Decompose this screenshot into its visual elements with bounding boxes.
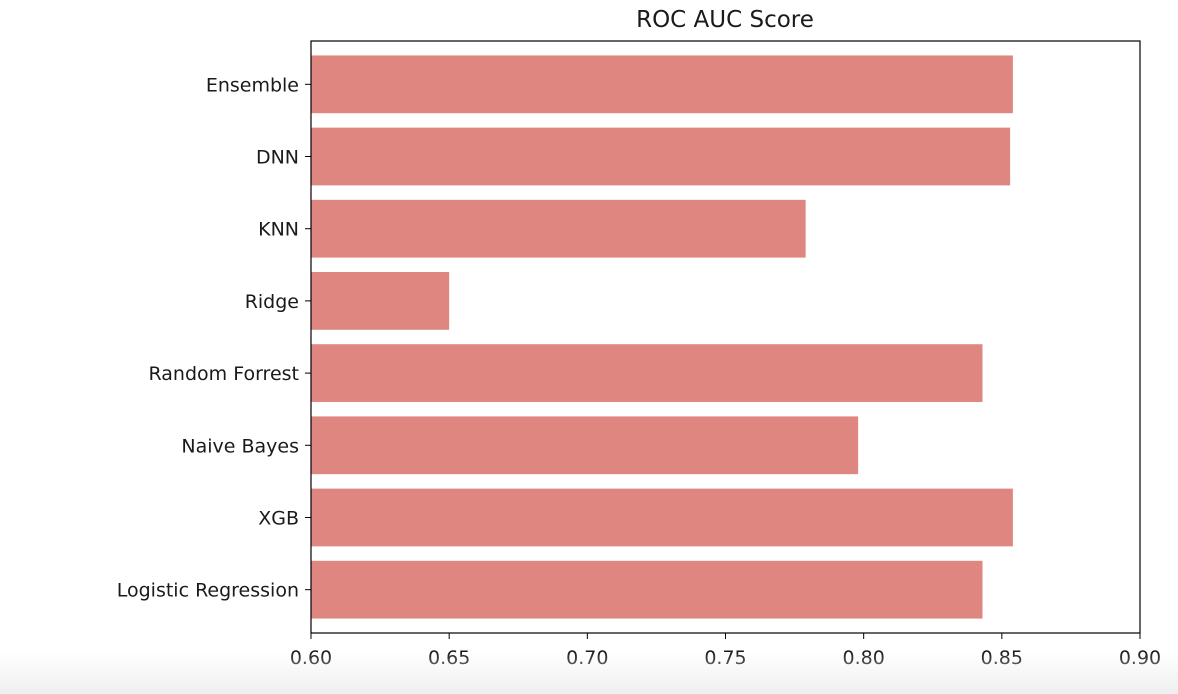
y-tick-label: DNN: [256, 147, 299, 169]
bar-logistic-regression: [311, 560, 983, 619]
y-tick-label: Ridge: [245, 291, 299, 313]
bar-xgb: [311, 488, 1013, 547]
chart-title: ROC AUC Score: [636, 7, 814, 33]
x-tick-label: 0.85: [981, 647, 1023, 669]
bar-dnn: [311, 127, 1011, 186]
plot-frame: [310, 40, 1141, 634]
bars-layer: [311, 55, 1013, 619]
y-tick-label: Naive Bayes: [181, 435, 299, 457]
bar-ridge: [311, 272, 450, 330]
bar-random-forrest: [311, 344, 983, 402]
x-tick-label: 0.65: [428, 647, 470, 669]
x-tick-label: 0.80: [843, 647, 885, 669]
x-tick-label: 0.90: [1119, 647, 1161, 669]
x-tick-label: 0.75: [704, 647, 746, 669]
x-axis: 0.60 0.65 0.70 0.75 0.80 0.85 0.90: [290, 633, 1161, 669]
x-tick-label: 0.70: [566, 647, 608, 669]
bar-knn: [311, 199, 806, 258]
y-tick-label: Ensemble: [206, 74, 299, 96]
y-tick-label: Random Forrest: [149, 363, 300, 385]
y-tick-label: XGB: [258, 507, 299, 529]
bar-naive-bayes: [311, 416, 859, 475]
y-tick-label: KNN: [258, 219, 299, 241]
x-tick-label: 0.60: [290, 647, 332, 669]
y-axis: Logistic Regression XGB Naive Bayes Random …: [117, 74, 311, 602]
y-tick-label: Logistic Regression: [117, 580, 299, 602]
bar-ensemble: [311, 55, 1013, 114]
